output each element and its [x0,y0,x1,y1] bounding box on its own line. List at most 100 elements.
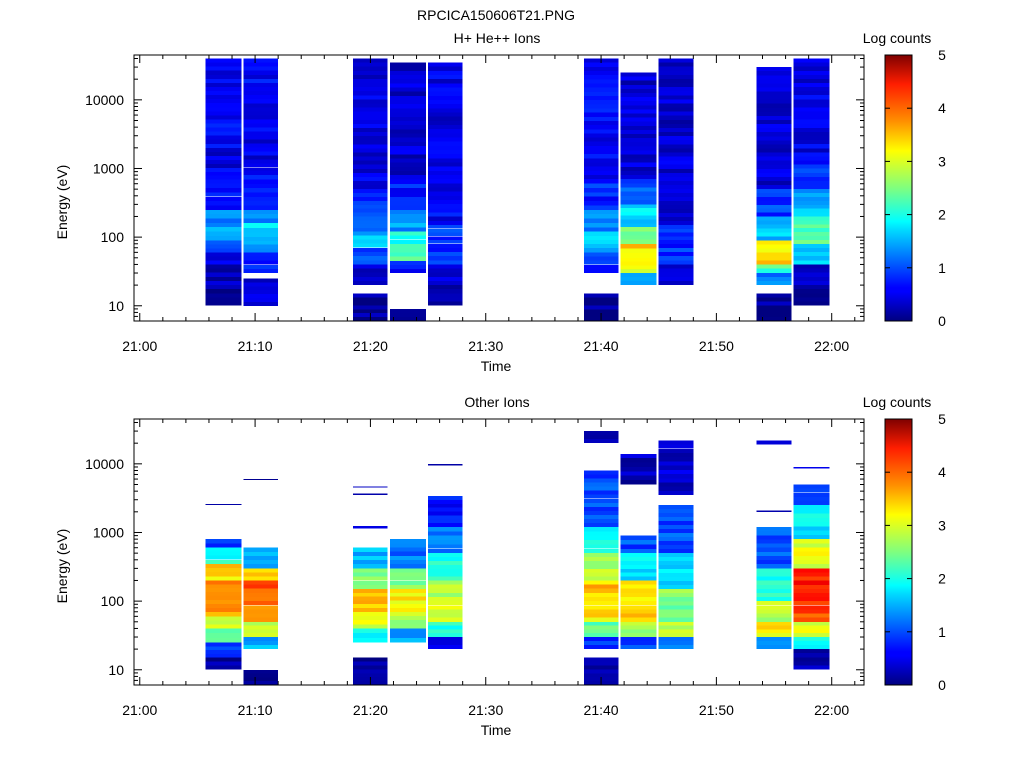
heatmap-cell [620,84,657,89]
heatmap-cell [428,145,463,150]
heatmap-cell [756,140,792,145]
heatmap-cell [390,75,426,80]
heatmap-cell [756,609,792,614]
heatmap-cell [620,475,657,481]
heatmap-cell [205,111,242,116]
heatmap-cell [205,264,242,269]
heatmap-cell [390,166,426,171]
heatmap-cell [583,214,619,219]
heatmap-cell [353,243,388,248]
heatmap-cell [583,179,619,184]
heatmap-cell [793,148,830,153]
heatmap-cell [658,593,694,598]
heatmap-cell [205,135,242,140]
heatmap-cell [756,181,792,186]
heatmap-cell [205,289,242,294]
heatmap-cell [428,256,463,261]
heatmap-cell [793,592,830,597]
heatmap-cell [658,509,694,514]
heatmap-cell [428,601,463,606]
heatmap-cell [353,580,388,585]
y-tick-label: 10 [108,662,124,678]
heatmap-cell [243,70,279,75]
heatmap-cell [205,657,242,662]
heatmap-cell [205,115,242,120]
heatmap-cell [658,66,694,71]
heatmap-cell [243,139,279,144]
heatmap-cell [583,561,619,565]
heatmap-cell [205,281,242,286]
heatmap-cell [243,592,279,597]
heatmap-cell [243,584,279,589]
heatmap-cell [756,87,792,92]
heatmap-cell [428,79,463,84]
heatmap-cell [390,543,426,548]
heatmap-cell [756,164,792,169]
heatmap-cell [428,260,463,265]
heatmap-cell [353,268,388,273]
heatmap-cell [620,113,657,118]
heatmap-cell [390,188,426,193]
heatmap-cell [583,209,619,215]
heatmap-cell [583,260,619,265]
heatmap-cell [756,260,792,265]
heatmap-cell [620,253,657,258]
heatmap-cell [428,175,463,180]
heatmap-cell [583,145,619,150]
heatmap-cell [620,544,657,549]
heatmap-cell [793,66,830,71]
heatmap-cell [205,240,242,245]
heatmap-cell [658,83,694,88]
heatmap-cell [353,231,388,236]
heatmap-cell [390,137,426,142]
heatmap-cell [583,252,619,257]
heatmap-cell [658,213,694,218]
heatmap-cell [583,576,619,581]
heatmap-cell [353,164,388,169]
heatmap-cell [428,561,463,565]
heatmap-cell [243,82,279,87]
heatmap-cell [205,584,242,589]
heatmap-cell [756,152,792,157]
heatmap-cell [205,616,242,621]
x-tick-label: 21:40 [584,702,619,718]
heatmap-cell [428,609,463,614]
heatmap-cell [658,440,694,445]
heatmap-cell [658,513,694,518]
heatmap-cell [243,564,279,569]
heatmap-cell [428,208,463,213]
heatmap-cell [353,281,388,286]
heatmap-cell [620,462,657,467]
heatmap-cell [620,215,657,220]
heatmap-cell [390,87,426,92]
heatmap-cell [658,621,694,626]
heatmap-cell [243,237,279,241]
heatmap-cell [428,108,463,113]
heatmap-cell [205,107,242,112]
heatmap-cell [353,235,388,240]
heatmap-cell [658,251,694,257]
heatmap-cell [428,633,463,637]
heatmap-cell [583,506,619,511]
heatmap-cell [583,482,619,487]
heatmap-cell [205,159,242,164]
heatmap-cell [353,657,388,662]
heatmap-cell [205,588,242,592]
heatmap-cell [756,256,792,261]
heatmap-cell [658,557,694,562]
heatmap-cell [756,281,792,286]
heatmap-cell [793,285,830,290]
heatmap-cell [793,629,830,634]
heatmap-cell [658,256,694,261]
heatmap-cell [793,293,830,298]
heatmap-cell [620,641,657,645]
heatmap-cell [390,580,426,585]
heatmap-cell [583,564,619,569]
heatmap-cell [620,553,657,557]
heatmap-cell [658,444,694,449]
heatmap-cell [205,637,242,643]
heatmap-cell [793,193,830,197]
heatmap-cell [620,125,657,130]
heatmap-cell [243,290,279,295]
heatmap-cell [756,240,792,245]
